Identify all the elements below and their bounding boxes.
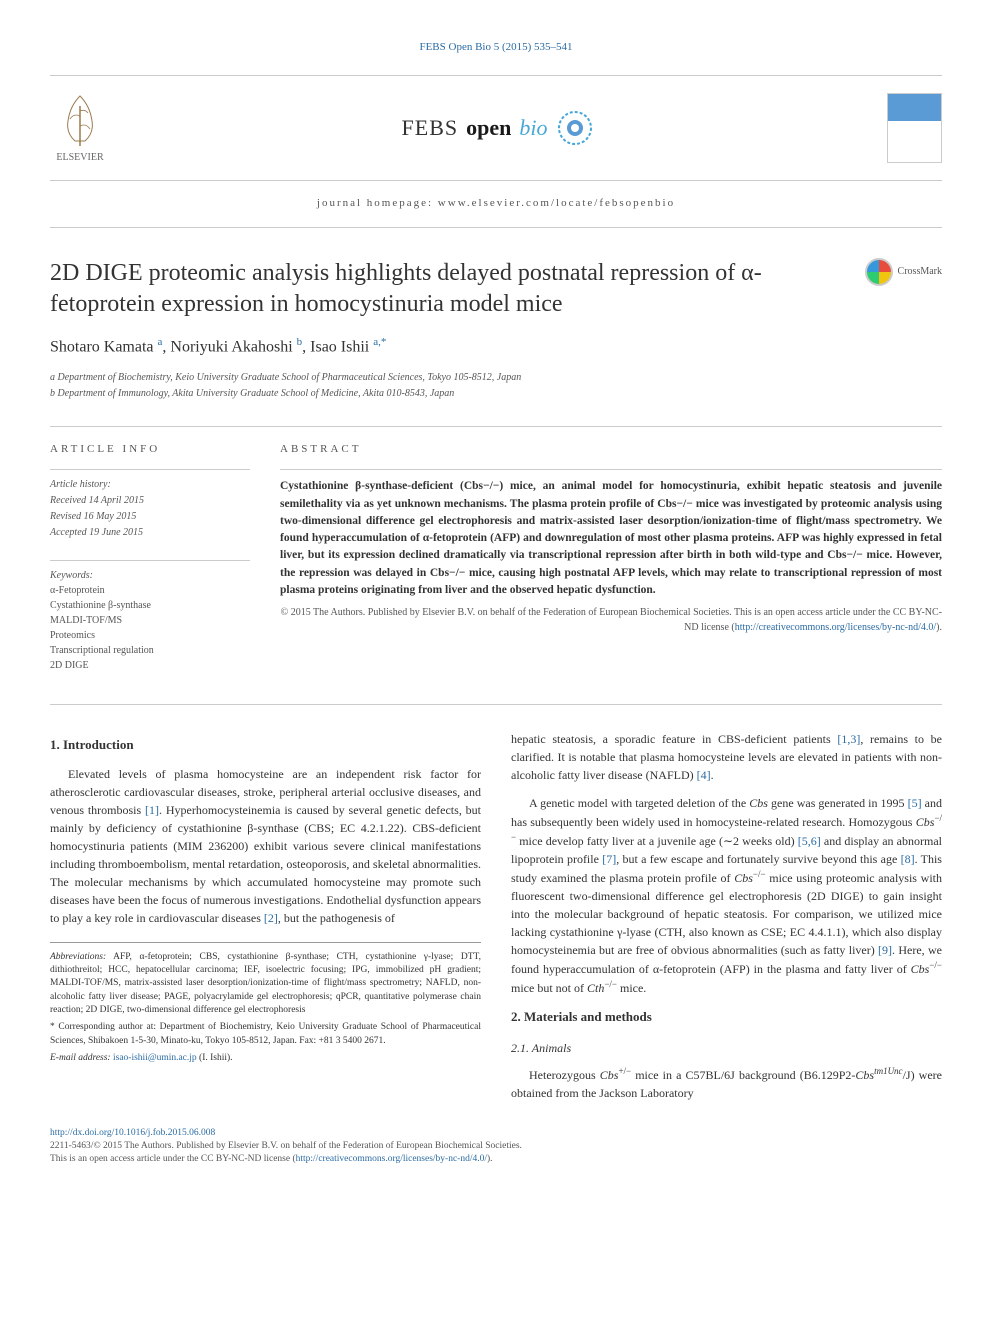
keywords-label: Keywords: (50, 569, 250, 583)
keyword: MALDI-TOF/MS (50, 614, 250, 628)
footer-license-line: This is an open access article under the… (50, 1153, 942, 1166)
footer-license-text: This is an open access article under the… (50, 1154, 296, 1164)
journal-homepage: journal homepage: www.elsevier.com/locat… (50, 196, 942, 227)
history-accepted: Accepted 19 June 2015 (50, 526, 250, 540)
doi-link[interactable]: http://dx.doi.org/10.1016/j.fob.2015.06.… (50, 1128, 215, 1138)
introduction-heading: 1. Introduction (50, 735, 481, 755)
abbrev-label: Abbreviations: (50, 952, 106, 962)
header-bar: ELSEVIER FEBS open bio (50, 75, 942, 181)
footer-license-link[interactable]: http://creativecommons.org/licenses/by-n… (296, 1154, 487, 1164)
keyword: 2D DIGE (50, 659, 250, 673)
email-label: E-mail address: (50, 1053, 111, 1063)
journal-logo: FEBS open bio (402, 108, 596, 148)
history-revised: Revised 16 May 2015 (50, 510, 250, 524)
abstract-heading: ABSTRACT (280, 442, 942, 457)
email-suffix: (I. Ishii). (197, 1053, 233, 1063)
crossmark-label: CrossMark (898, 265, 942, 279)
article-info-heading: ARTICLE INFO (50, 442, 250, 457)
intro-paragraph-3: A genetic model with targeted deletion o… (511, 794, 942, 997)
journal-badge-icon (555, 108, 595, 148)
info-abstract-row: ARTICLE INFO Article history: Received 1… (50, 426, 942, 674)
corresponding-author-footnote: * Corresponding author at: Department of… (50, 1021, 481, 1048)
elsevier-tree-icon (50, 91, 110, 151)
abbrev-text: AFP, α-fetoprotein; CBS, cystathionine β… (50, 952, 481, 1015)
history-received: Received 14 April 2015 (50, 494, 250, 508)
email-footnote: E-mail address: isao-ishii@umin.ac.jp (I… (50, 1052, 481, 1065)
abbreviations-footnote: Abbreviations: AFP, α-fetoprotein; CBS, … (50, 951, 481, 1017)
abstract-text: Cystathionine β-synthase-deficient (Cbs−… (280, 469, 942, 635)
article-history: Article history: Received 14 April 2015 … (50, 469, 250, 540)
article-info-column: ARTICLE INFO Article history: Received 1… (50, 442, 250, 674)
license-link[interactable]: http://creativecommons.org/licenses/by-n… (735, 622, 936, 633)
body-columns: 1. Introduction Elevated levels of plasm… (50, 730, 942, 1102)
journal-reference: FEBS Open Bio 5 (2015) 535–541 (50, 40, 942, 55)
animals-subheading: 2.1. Animals (511, 1039, 942, 1057)
keyword: Proteomics (50, 629, 250, 643)
keyword: α-Fetoprotein (50, 584, 250, 598)
animals-paragraph-1: Heterozygous Cbs+/− mice in a C57BL/6J b… (511, 1065, 942, 1102)
intro-paragraph-2: hepatic steatosis, a sporadic feature in… (511, 730, 942, 784)
journal-cover-thumbnail[interactable] (887, 93, 942, 163)
author-list: Shotaro Kamata a, Noriyuki Akahoshi b, I… (50, 335, 942, 359)
crossmark-icon (865, 258, 893, 286)
page-container: FEBS Open Bio 5 (2015) 535–541 ELSEVIER … (0, 0, 992, 1207)
section-divider (50, 704, 942, 705)
journal-brand-open: open (466, 113, 511, 144)
issn-line: 2211-5463/© 2015 The Authors. Published … (50, 1140, 942, 1153)
affiliations: a Department of Biochemistry, Keio Unive… (50, 371, 942, 401)
journal-brand-bio: bio (519, 113, 547, 144)
keywords-block: Keywords: α-Fetoprotein Cystathionine β-… (50, 560, 250, 673)
journal-brand-febs: FEBS (402, 113, 459, 144)
publisher-logo[interactable]: ELSEVIER (50, 91, 110, 165)
history-label: Article history: (50, 478, 250, 492)
keyword: Cystathionine β-synthase (50, 599, 250, 613)
crossmark-widget[interactable]: CrossMark (865, 258, 942, 286)
affiliation-b: b Department of Immunology, Akita Univer… (50, 387, 942, 401)
license-close: ). (936, 622, 942, 633)
abstract-body: Cystathionine β-synthase-deficient (Cbs−… (280, 480, 942, 596)
methods-heading: 2. Materials and methods (511, 1007, 942, 1027)
article-title: 2D DIGE proteomic analysis highlights de… (50, 258, 845, 320)
keyword: Transcriptional regulation (50, 644, 250, 658)
footnote-block: Abbreviations: AFP, α-fetoprotein; CBS, … (50, 942, 481, 1065)
affiliation-a: a Department of Biochemistry, Keio Unive… (50, 371, 942, 385)
page-footer: http://dx.doi.org/10.1016/j.fob.2015.06.… (50, 1127, 942, 1167)
corresp-label: * Corresponding author at: (50, 1022, 156, 1032)
abstract-column: ABSTRACT Cystathionine β-synthase-defici… (280, 442, 942, 674)
footer-license-close: ). (487, 1154, 493, 1164)
intro-paragraph-1: Elevated levels of plasma homocysteine a… (50, 765, 481, 927)
publisher-name: ELSEVIER (56, 151, 103, 165)
copyright-line: © 2015 The Authors. Published by Elsevie… (280, 605, 942, 635)
email-link[interactable]: isao-ishii@umin.ac.jp (113, 1053, 197, 1063)
title-row: 2D DIGE proteomic analysis highlights de… (50, 258, 942, 320)
